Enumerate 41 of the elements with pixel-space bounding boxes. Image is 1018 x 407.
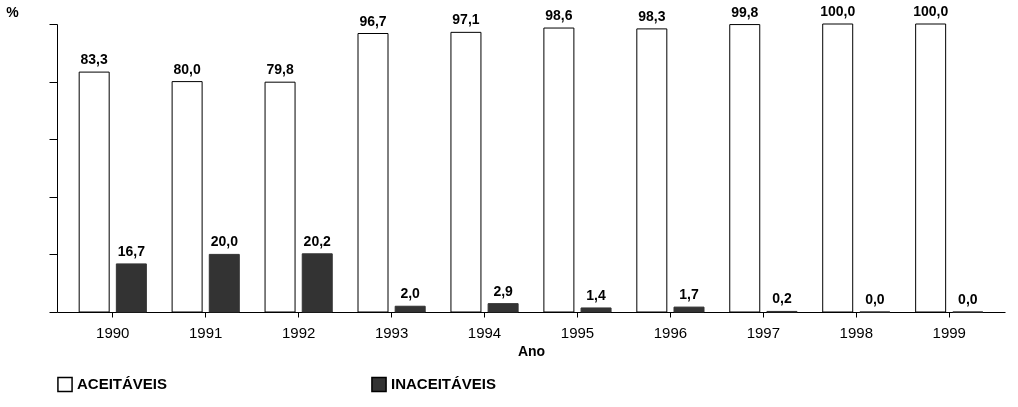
x-tick-label: 1999 <box>932 323 966 341</box>
legend-label: INACEITÁVEIS <box>391 375 497 393</box>
bar <box>208 253 240 313</box>
data-label: 0,0 <box>958 291 978 307</box>
x-tick-label: 1990 <box>96 323 130 341</box>
x-tick-label: 1993 <box>374 323 409 341</box>
data-label: 97,1 <box>452 11 480 28</box>
data-label: 83,3 <box>80 51 109 68</box>
x-tick-label: 1995 <box>560 323 595 341</box>
data-label: 20,2 <box>303 232 332 249</box>
x-axis-title: Ano <box>517 342 546 359</box>
data-label: 1,4 <box>586 286 606 303</box>
x-tick-label: 1994 <box>467 323 502 341</box>
x-tick-label: 1996 <box>653 323 688 341</box>
bar <box>115 263 147 313</box>
x-tick-label: 1997 <box>746 323 781 341</box>
data-label: 96,7 <box>359 12 387 29</box>
data-label: 99,8 <box>731 3 759 20</box>
data-label: 80,0 <box>173 60 201 77</box>
data-label: 79,8 <box>266 61 294 78</box>
y-axis-title: % <box>6 3 20 20</box>
data-label: 100,0 <box>820 3 856 19</box>
data-label: 98,3 <box>638 7 666 24</box>
data-label: 0,0 <box>865 291 885 307</box>
data-label: 0,2 <box>772 290 792 307</box>
data-label: 1,7 <box>679 286 699 303</box>
bar <box>301 253 333 313</box>
x-tick-label: 1998 <box>839 323 873 341</box>
data-label: 98,6 <box>545 7 573 24</box>
data-label: 2,9 <box>493 282 514 299</box>
data-label: 100,0 <box>913 3 949 19</box>
data-label: 20,0 <box>210 233 239 250</box>
data-label: 16,7 <box>117 242 146 259</box>
bar <box>580 307 612 313</box>
x-tick-label: 1992 <box>281 323 316 341</box>
bar <box>673 306 705 313</box>
data-label: 2,0 <box>400 285 421 302</box>
x-tick-label: 1991 <box>189 323 223 341</box>
bar <box>487 303 519 313</box>
legend-label: ACEITÁVEIS <box>77 375 168 393</box>
bar <box>394 305 426 313</box>
